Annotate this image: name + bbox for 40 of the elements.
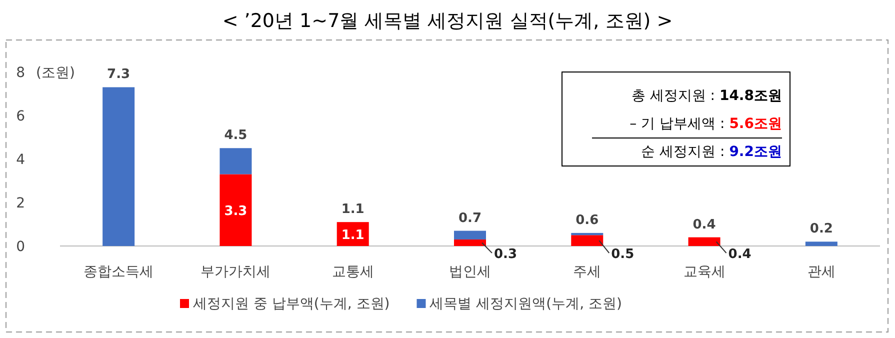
- legend-label: 세목별 세정지원액(누계, 조원): [430, 296, 622, 312]
- bar: [454, 239, 486, 246]
- x-tick-label: 주세: [573, 264, 602, 280]
- bar: [571, 232, 604, 236]
- data-label: 0.4: [728, 247, 752, 262]
- x-tick-label: 부가가치세: [200, 264, 271, 280]
- bar: [688, 237, 720, 246]
- annotation: 총 세정지원 : 14.8조원: [631, 88, 782, 104]
- total-label: 7.3: [107, 67, 130, 82]
- bar: [454, 230, 486, 240]
- x-tick-label: 교육세: [683, 264, 726, 280]
- x-tick-label: 교통세: [332, 264, 374, 280]
- bar: [571, 235, 604, 246]
- y-tick-label: 0: [16, 239, 25, 255]
- y-tick-label: 4: [16, 152, 26, 168]
- y-tick-label: 8: [16, 65, 25, 81]
- annotation: – 기 납부세액 : 5.6조원: [630, 116, 782, 132]
- total-label: 0.6: [576, 212, 599, 228]
- y-tick-label: 6: [16, 108, 26, 124]
- annotation: 순 세정지원 : 9.2조원: [641, 144, 782, 160]
- data-label: 3.3: [224, 204, 248, 220]
- x-tick-label: 관세: [807, 264, 836, 280]
- total-label: 4.5: [224, 128, 248, 144]
- y-tick-label: 2: [16, 196, 25, 212]
- bar: [805, 242, 838, 246]
- data-label: 0.5: [611, 247, 634, 262]
- x-tick-label: 법인세: [449, 264, 491, 280]
- chart-title: < ’20년 1~7월 세목별 세정지원 실적(누계, 조원) >: [222, 10, 673, 32]
- total-label: 0.2: [810, 222, 833, 237]
- y-axis-title: (조원): [36, 65, 75, 81]
- x-tick-label: 종합소득세: [84, 264, 154, 280]
- bar: [220, 174, 252, 246]
- bar: [102, 87, 135, 246]
- total-label: 0.4: [692, 217, 716, 232]
- data-label: 0.3: [494, 247, 518, 262]
- data-label: 1.1: [341, 228, 364, 244]
- legend-label: 세정지원 중 납부액(누계, 조원): [193, 296, 390, 312]
- bar: [220, 148, 252, 174]
- total-label: 1.1: [341, 202, 364, 218]
- total-label: 0.7: [458, 210, 482, 226]
